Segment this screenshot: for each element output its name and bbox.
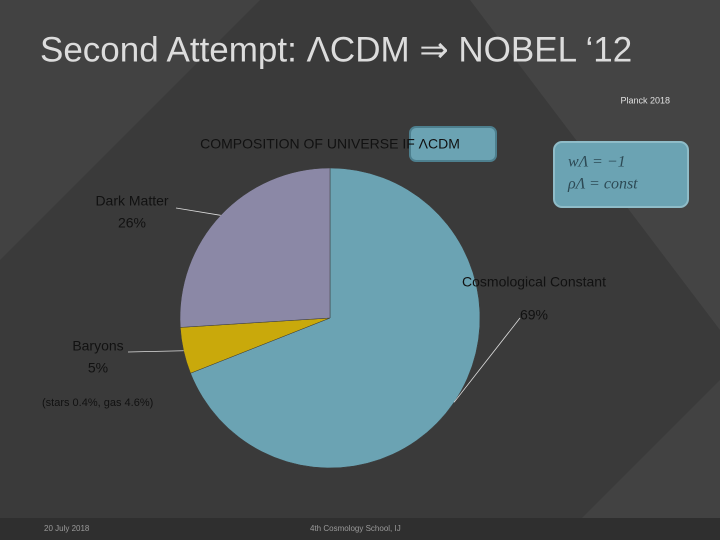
bg-shape (0, 0, 260, 260)
slice-label: Baryons (72, 338, 123, 354)
pie-slice (179, 167, 331, 328)
leader-line (453, 317, 521, 403)
pie (179, 167, 481, 469)
slice-value-label: 5% (88, 360, 108, 376)
footer-date: 20 July 2018 (44, 524, 90, 533)
leader-line (127, 350, 184, 353)
slide-title: Second Attempt: ΛCDM ⇒ NOBEL ‘12 (40, 30, 632, 69)
slice-label: Cosmological Constant (462, 274, 606, 290)
equation-box (553, 141, 689, 208)
slice-value-label: 26% (118, 215, 146, 231)
leader-line (175, 207, 221, 216)
footer-band (0, 518, 720, 540)
equation: wΛ = −1 (568, 154, 626, 171)
source: Planck 2018 (620, 95, 670, 105)
footer-text: 4th Cosmology School, IJ (310, 524, 401, 533)
title-highlight (409, 126, 497, 162)
annotation: (stars 0.4%, gas 4.6%) (42, 397, 153, 409)
slice-value-label: 69% (520, 307, 548, 323)
chart-title: COMPOSITION OF UNIVERSE IF ΛCDM (200, 136, 460, 152)
equation: ρΛ = const (567, 176, 638, 193)
slice-label: Dark Matter (95, 193, 168, 209)
bg-shape (560, 380, 720, 540)
